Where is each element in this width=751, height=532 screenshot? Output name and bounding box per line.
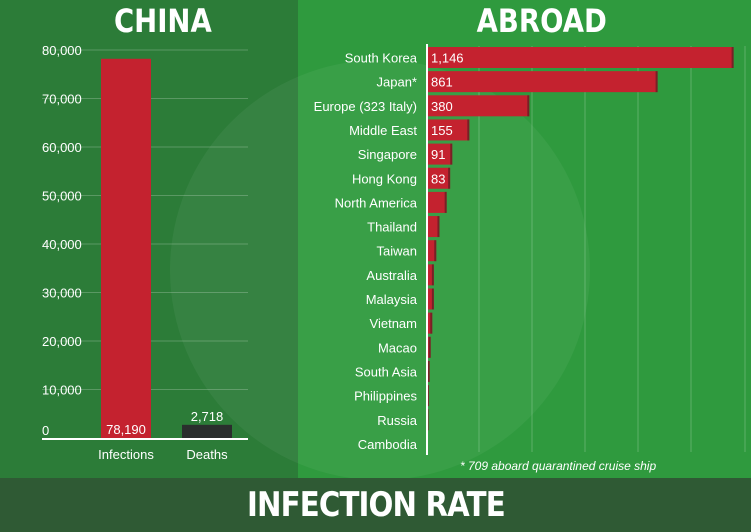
bar [428, 71, 658, 93]
category-label: Cambodia [358, 437, 418, 452]
bar-shadow-edge [430, 312, 433, 334]
category-label: Singapore [358, 147, 417, 162]
bar [428, 47, 734, 68]
y-tick-label: 70,000 [42, 92, 82, 107]
category-label: Thailand [367, 220, 417, 235]
bar-value-label: 380 [431, 99, 453, 114]
bar [428, 264, 434, 286]
x-category-label: Deaths [186, 447, 228, 462]
bar [182, 424, 232, 438]
bar-value-label: 2,718 [191, 409, 224, 424]
category-label: Vietnam [370, 316, 417, 331]
bar-value-label: 861 [431, 75, 453, 90]
bar-shadow-edge [731, 47, 734, 68]
bar-shadow-edge [428, 336, 431, 358]
category-label: Malaysia [366, 292, 418, 307]
bar-shadow-edge [444, 191, 447, 213]
bar-shadow-edge [431, 264, 434, 286]
category-label: Macao [378, 340, 417, 355]
bar [101, 58, 151, 438]
y-tick-label: 80,000 [42, 43, 82, 58]
bar-shadow-edge [427, 360, 430, 382]
category-label: Australia [366, 268, 417, 283]
bar-shadow-edge [527, 95, 530, 117]
bar-shadow-edge [655, 71, 658, 93]
bar [428, 216, 440, 238]
category-label: Japan* [377, 75, 417, 90]
bar-value-label: 1,146 [431, 51, 464, 66]
cruise-ship-note: * 709 aboard quarantined cruise ship [460, 459, 657, 473]
category-label: Hong Kong [352, 171, 417, 186]
bar-shadow-edge [467, 119, 470, 141]
bar-shadow-edge [434, 240, 437, 262]
category-label: Taiwan [377, 244, 417, 259]
bar-shadow-edge [431, 288, 434, 310]
category-label: North America [335, 195, 418, 210]
y-tick-label: 40,000 [42, 237, 82, 252]
category-label: Russia [377, 413, 418, 428]
bar-value-label: 91 [431, 147, 445, 162]
bar [428, 167, 451, 189]
footer-title: INFECTION RATE [246, 485, 506, 525]
bar [428, 95, 530, 117]
category-label: Europe (323 Italy) [314, 99, 417, 114]
bar-shadow-edge [448, 167, 451, 189]
y-tick-label: 20,000 [42, 334, 82, 349]
footer: INFECTION RATE [0, 478, 751, 532]
bar-value-label: 155 [431, 123, 453, 138]
china-bar-chart: 0 10,000 20,000 30,000 40,000 50,000 60,000 70,… [42, 43, 248, 462]
bar-value-label: 78,190 [106, 422, 146, 437]
bar [428, 119, 470, 141]
bar [428, 240, 437, 262]
bar [428, 143, 453, 165]
y-tick-label: 30,000 [42, 286, 82, 301]
category-label: Middle East [349, 123, 417, 138]
bar-shadow-edge [450, 143, 453, 165]
bar-shadow-edge [437, 216, 440, 238]
bar [428, 191, 447, 213]
watermark-logo [170, 60, 590, 480]
bar-value-label: 83 [431, 171, 445, 186]
abroad-bar-chart: South Korea 1,146 Japan* 861 Europe (323 Ita… [314, 44, 746, 455]
x-category-label: Infections [98, 447, 154, 462]
china-title: CHINA [113, 2, 212, 40]
category-label: South Asia [355, 364, 418, 379]
y-tick-label: 60,000 [42, 140, 82, 155]
y-tick-label: 10,000 [42, 383, 82, 398]
bar [428, 288, 434, 310]
abroad-title: ABROAD [476, 2, 607, 40]
category-label: Philippines [354, 389, 417, 404]
bar [428, 312, 433, 334]
y-tick-label: 50,000 [42, 189, 82, 204]
category-label: South Korea [345, 51, 418, 66]
y-tick-label: 0 [42, 423, 49, 438]
